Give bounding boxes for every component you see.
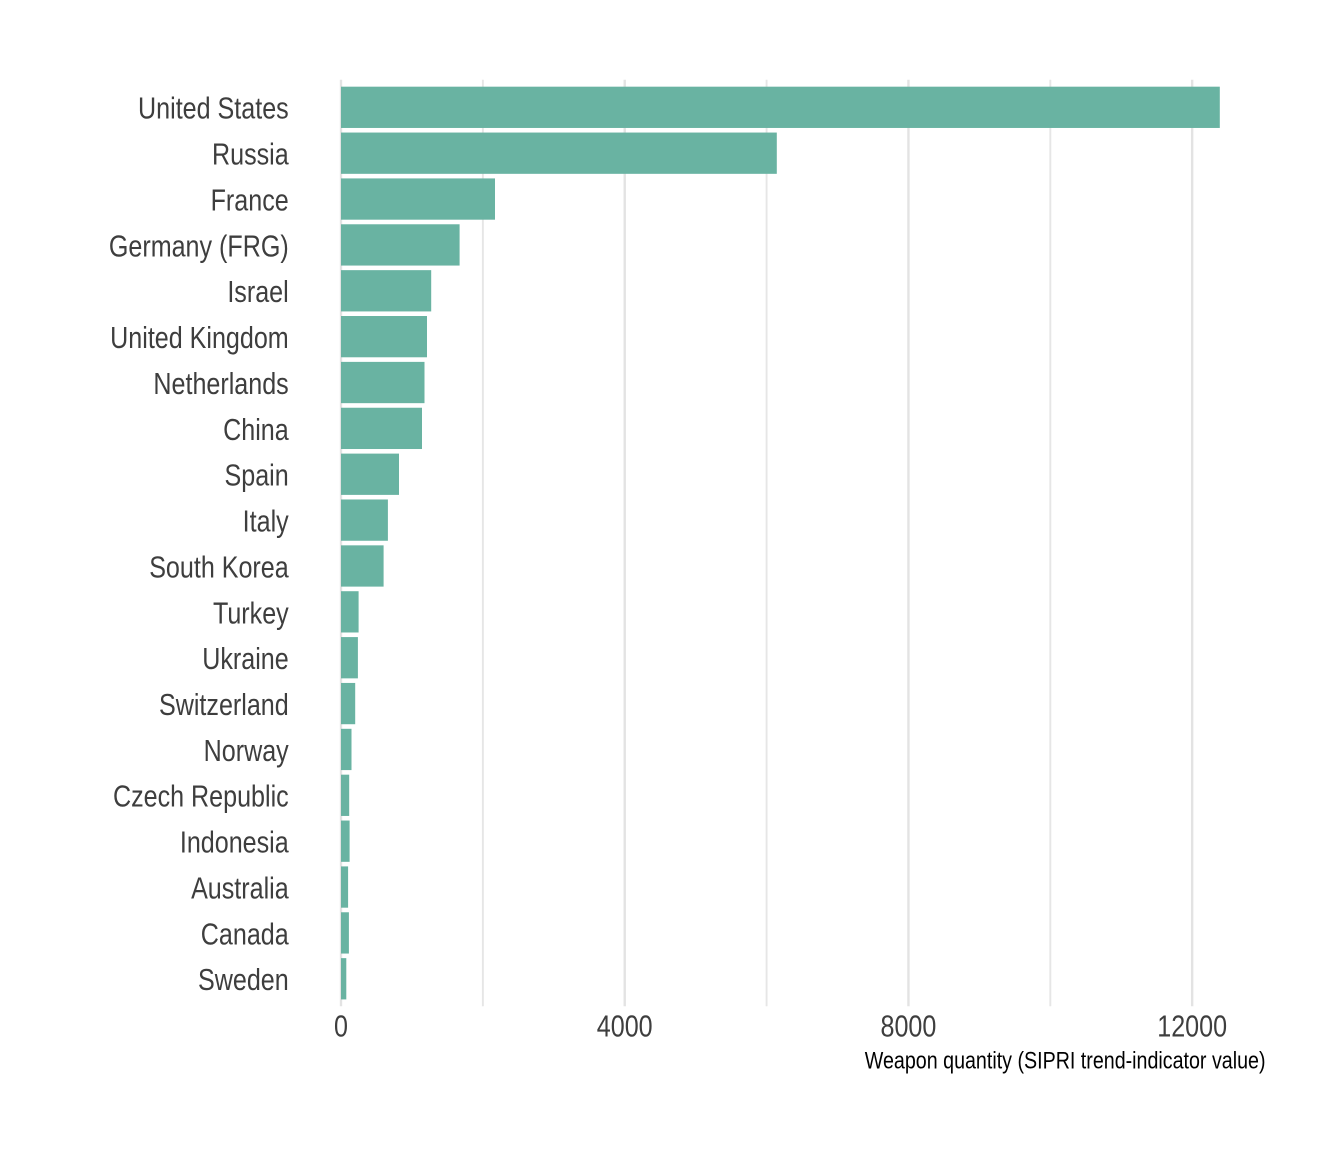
svg-text:Australia: Australia [191, 870, 289, 905]
svg-text:Sweden: Sweden [198, 962, 289, 997]
svg-text:Czech Republic: Czech Republic [113, 778, 289, 813]
svg-text:Israel: Israel [227, 274, 288, 309]
svg-text:Turkey: Turkey [213, 595, 290, 630]
svg-text:Netherlands: Netherlands [153, 365, 288, 400]
svg-text:Italy: Italy [243, 503, 290, 538]
svg-text:Switzerland: Switzerland [159, 686, 289, 721]
svg-text:China: China [223, 411, 289, 446]
svg-text:Spain: Spain [225, 457, 289, 492]
svg-text:Russia: Russia [212, 136, 289, 171]
svg-text:0: 0 [334, 1008, 348, 1043]
svg-text:Weapon quantity (SIPRI trend-i: Weapon quantity (SIPRI trend-indicator v… [865, 1046, 1266, 1074]
svg-text:Indonesia: Indonesia [180, 824, 289, 859]
svg-text:Canada: Canada [201, 916, 289, 951]
svg-text:8000: 8000 [881, 1008, 937, 1043]
svg-text:12000: 12000 [1157, 1008, 1227, 1043]
svg-text:France: France [211, 182, 289, 217]
svg-text:Germany (FRG): Germany (FRG) [109, 228, 289, 263]
svg-text:Ukraine: Ukraine [202, 641, 288, 676]
svg-text:United Kingdom: United Kingdom [110, 319, 289, 354]
svg-text:United States: United States [138, 90, 289, 125]
svg-text:South Korea: South Korea [149, 549, 289, 584]
svg-text:Norway: Norway [204, 732, 290, 767]
svg-text:4000: 4000 [597, 1008, 653, 1043]
